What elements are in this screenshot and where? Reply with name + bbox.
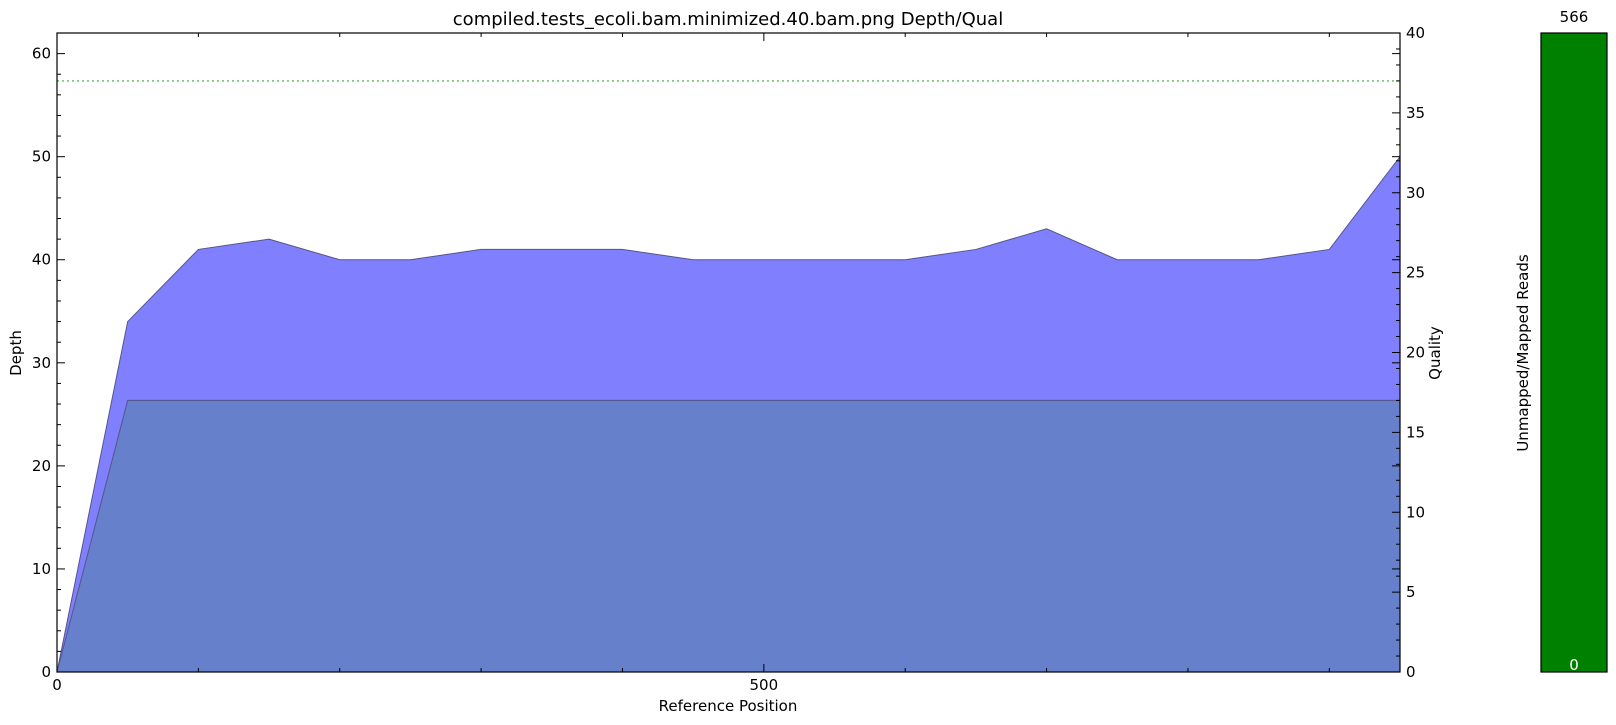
- y2-tick-label: 0: [1406, 663, 1416, 681]
- y-tick-label: 60: [32, 45, 51, 63]
- y-tick-label: 40: [32, 251, 51, 269]
- y-tick-label: 20: [32, 457, 51, 475]
- y2-tick-label: 10: [1406, 503, 1425, 521]
- quality-area: [56, 399, 1401, 673]
- y2-tick-label: 5: [1406, 583, 1416, 601]
- side-bar-axis-label: Unmapped/Mapped Reads: [1514, 254, 1532, 452]
- side-bar-top-label: 566: [1560, 8, 1589, 26]
- y2-axis-label: Quality: [1426, 326, 1444, 380]
- y-tick-label: 0: [41, 663, 51, 681]
- y-axis-label: Depth: [7, 330, 25, 376]
- y2-tick-label: 40: [1406, 24, 1425, 42]
- x-tick-label: 0: [52, 676, 62, 694]
- axis-ticks: 0 10 20 30 40 50 60 0 5 10 15 20 25 30 35 40 0 500: [32, 24, 1425, 694]
- y-tick-label: 50: [32, 148, 51, 166]
- y2-tick-label: 15: [1406, 423, 1425, 441]
- y2-tick-label: 25: [1406, 264, 1425, 282]
- plot-frame: [56, 32, 1401, 673]
- y2-tick-label: 35: [1406, 104, 1425, 122]
- side-bar-bottom-label: 0: [1569, 656, 1579, 674]
- x-tick-label: 500: [750, 676, 779, 694]
- mapped-reads-bar: [1540, 32, 1608, 673]
- y2-tick-label: 20: [1406, 344, 1425, 362]
- y-tick-label: 10: [32, 560, 51, 578]
- x-axis-label: Reference Position: [659, 697, 798, 715]
- chart-title: compiled.tests_ecoli.bam.minimized.40.ba…: [453, 9, 1003, 30]
- y-tick-label: 30: [32, 354, 51, 372]
- y2-tick-label: 30: [1406, 184, 1425, 202]
